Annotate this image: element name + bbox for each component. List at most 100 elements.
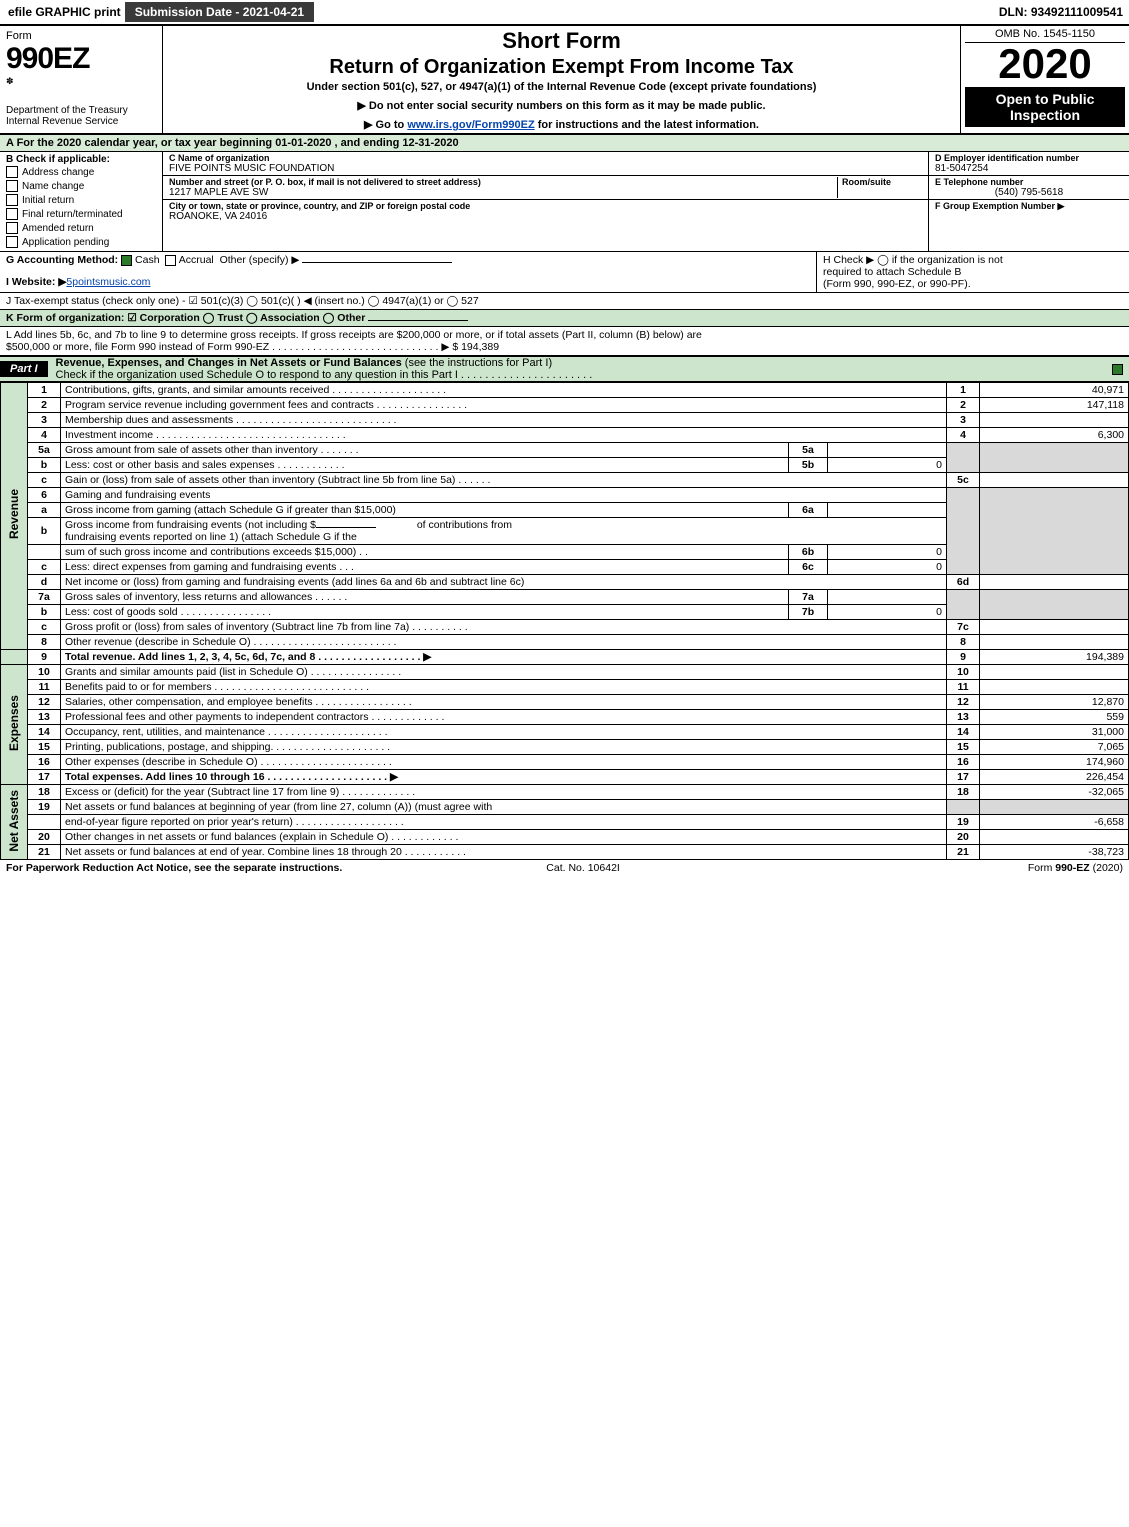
ln17-desc: Total expenses. Add lines 10 through 16 … bbox=[65, 771, 398, 783]
ln19-desc2: end-of-year figure reported on prior yea… bbox=[61, 815, 947, 830]
ln2-num: 2 bbox=[28, 398, 61, 413]
lbl-final-return: Final return/terminated bbox=[22, 209, 123, 220]
irs-link[interactable]: www.irs.gov/Form990EZ bbox=[407, 119, 534, 131]
ln5c-val bbox=[980, 473, 1129, 488]
ln6b-amount-field[interactable] bbox=[316, 527, 376, 528]
part1-title: Revenue, Expenses, and Changes in Net As… bbox=[56, 357, 405, 369]
footer-left: For Paperwork Reduction Act Notice, see … bbox=[6, 862, 342, 874]
ln16-col: 16 bbox=[947, 755, 980, 770]
lbl-address-change: Address change bbox=[22, 167, 94, 178]
ein-value: 81-5047254 bbox=[935, 163, 1123, 174]
l-line2: $500,000 or more, file Form 990 instead … bbox=[6, 341, 1123, 353]
ln5b-desc: Less: cost or other basis and sales expe… bbox=[61, 458, 789, 473]
chk-accrual[interactable] bbox=[165, 255, 176, 266]
ln4-desc: Investment income . . . . . . . . . . . … bbox=[61, 428, 947, 443]
ln10-num: 10 bbox=[28, 665, 61, 680]
ln12-val: 12,870 bbox=[980, 695, 1129, 710]
ln17-num: 17 bbox=[28, 770, 61, 785]
ln18-col: 18 bbox=[947, 785, 980, 800]
box-b: B Check if applicable: Address change Na… bbox=[0, 152, 163, 251]
goto-prefix: ▶ Go to bbox=[364, 119, 407, 131]
ln20-num: 20 bbox=[28, 830, 61, 845]
lbl-amended: Amended return bbox=[22, 223, 94, 234]
ln2-desc: Program service revenue including govern… bbox=[61, 398, 947, 413]
form-header: Form 990EZ ✽ Department of the Treasury … bbox=[0, 26, 1129, 135]
i-label: I Website: ▶ bbox=[6, 276, 66, 288]
page-footer: For Paperwork Reduction Act Notice, see … bbox=[0, 860, 1129, 876]
ln11-desc: Benefits paid to or for members . . . . … bbox=[61, 680, 947, 695]
entity-info-section: B Check if applicable: Address change Na… bbox=[0, 152, 1129, 252]
ln6c-desc: Less: direct expenses from gaming and fu… bbox=[61, 560, 789, 575]
ln6c-num: c bbox=[28, 560, 61, 575]
k-other-field[interactable] bbox=[368, 320, 468, 321]
chk-cash[interactable] bbox=[121, 255, 132, 266]
ln21-desc: Net assets or fund balances at end of ye… bbox=[61, 845, 947, 860]
k-form-org-row: K Form of organization: ☑ Corporation ◯ … bbox=[0, 310, 1129, 327]
ln14-col: 14 bbox=[947, 725, 980, 740]
ln17-col: 17 bbox=[947, 770, 980, 785]
ln6d-desc: Net income or (loss) from gaming and fun… bbox=[61, 575, 947, 590]
ln6b-t3: fundraising events reported on line 1) (… bbox=[65, 531, 357, 543]
footer-form-word: Form bbox=[1028, 862, 1055, 874]
ln19-desc1: Net assets or fund balances at beginning… bbox=[61, 800, 947, 815]
other-specify-field[interactable] bbox=[302, 262, 452, 263]
ln1-desc: Contributions, gifts, grants, and simila… bbox=[61, 383, 947, 398]
form-code: 990EZ bbox=[6, 42, 156, 76]
ln3-col: 3 bbox=[947, 413, 980, 428]
footer-form-code: 990-EZ bbox=[1055, 862, 1089, 874]
return-title: Return of Organization Exempt From Incom… bbox=[169, 56, 954, 79]
chk-name-change[interactable] bbox=[6, 180, 18, 192]
warning-line: ▶ Do not enter social security numbers o… bbox=[169, 99, 954, 112]
ln6-desc: Gaming and fundraising events bbox=[61, 488, 947, 503]
chk-schedule-o[interactable] bbox=[1112, 364, 1123, 375]
ln1-val: 40,971 bbox=[980, 383, 1129, 398]
ln6a-sval bbox=[828, 503, 947, 518]
ln7a-desc: Gross sales of inventory, less returns a… bbox=[61, 590, 789, 605]
ln6d-num: d bbox=[28, 575, 61, 590]
website-link[interactable]: 5pointsmusic.com bbox=[66, 276, 150, 288]
ln1-num: 1 bbox=[28, 383, 61, 398]
goto-suffix: for instructions and the latest informat… bbox=[535, 119, 759, 131]
chk-final-return[interactable] bbox=[6, 208, 18, 220]
ln1-col: 1 bbox=[947, 383, 980, 398]
ln7b-sval: 0 bbox=[828, 605, 947, 620]
expenses-tab: Expenses bbox=[7, 695, 21, 751]
ln4-num: 4 bbox=[28, 428, 61, 443]
tax-year: 2020 bbox=[965, 43, 1125, 85]
lbl-app-pending: Application pending bbox=[22, 237, 109, 248]
irs-label: Internal Revenue Service bbox=[6, 116, 156, 127]
ln6b-t2: of contributions from bbox=[417, 519, 512, 531]
ln3-val bbox=[980, 413, 1129, 428]
ln4-col: 4 bbox=[947, 428, 980, 443]
ln7c-desc: Gross profit or (loss) from sales of inv… bbox=[61, 620, 947, 635]
l-line1: L Add lines 5b, 6c, and 7b to line 9 to … bbox=[6, 329, 1123, 341]
ln6b-t1: Gross income from fundraising events (no… bbox=[65, 519, 316, 531]
efile-label: efile GRAPHIC print bbox=[4, 5, 121, 19]
revenue-tab: Revenue bbox=[7, 489, 21, 539]
footer-year: (2020) bbox=[1090, 862, 1123, 874]
i-website-row: I Website: ▶5pointsmusic.com bbox=[6, 276, 810, 288]
row-a-taxyear: A For the 2020 calendar year, or tax yea… bbox=[0, 135, 1129, 152]
chk-amended[interactable] bbox=[6, 222, 18, 234]
submission-date-button[interactable]: Submission Date - 2021-04-21 bbox=[125, 2, 314, 22]
ln6c-sval: 0 bbox=[828, 560, 947, 575]
org-name: FIVE POINTS MUSIC FOUNDATION bbox=[169, 163, 922, 174]
j-text: J Tax-exempt status (check only one) - ☑… bbox=[6, 295, 479, 307]
ln9-desc: Total revenue. Add lines 1, 2, 3, 4, 5c,… bbox=[65, 651, 431, 663]
c-name-lbl: C Name of organization bbox=[169, 153, 922, 163]
part1-tag: Part I bbox=[0, 361, 48, 377]
ln6b-desc: Gross income from fundraising events (no… bbox=[61, 518, 947, 545]
chk-address-change[interactable] bbox=[6, 166, 18, 178]
ln15-val: 7,065 bbox=[980, 740, 1129, 755]
chk-app-pending[interactable] bbox=[6, 236, 18, 248]
box-b-title: B Check if applicable: bbox=[6, 154, 156, 165]
chk-initial-return[interactable] bbox=[6, 194, 18, 206]
phone-value: (540) 795-5618 bbox=[935, 187, 1123, 198]
city-lbl: City or town, state or province, country… bbox=[169, 201, 922, 211]
ln7a-num: 7a bbox=[28, 590, 61, 605]
ln10-val bbox=[980, 665, 1129, 680]
ln5a-sval bbox=[828, 443, 947, 458]
ln17-val: 226,454 bbox=[980, 770, 1129, 785]
ln8-num: 8 bbox=[28, 635, 61, 650]
ln5a-desc: Gross amount from sale of assets other t… bbox=[61, 443, 789, 458]
